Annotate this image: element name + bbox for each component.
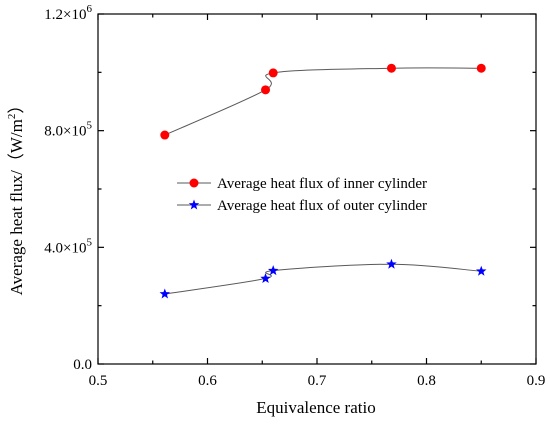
legend-marker-2	[188, 199, 200, 210]
x-axis-label: Equivalence ratio	[256, 398, 375, 417]
data-point-series-1	[386, 63, 396, 73]
data-point-series-2	[386, 258, 397, 269]
data-point-series-2	[260, 273, 271, 283]
legend-label-2: Average heat flux of outer cylinder	[217, 198, 427, 214]
legend: Average heat flux of inner cylinder Avera…	[177, 176, 427, 214]
legend-label-1: Average heat flux of inner cylinder	[217, 176, 427, 192]
y-axis-label: Average heat flux/（W/m2）	[6, 97, 26, 296]
x-tick-label: 0.8	[417, 373, 436, 389]
y-tick-label: 8.0×105	[44, 120, 92, 140]
axes: 0.5 0.6 0.7 0.8 0.9 0.0 4.0×105 8.0×105 1.2×106	[44, 3, 545, 389]
data-point-series-1	[268, 68, 278, 78]
series-line-1	[164, 67, 482, 136]
legend-marker-1	[189, 178, 199, 188]
data-point-series-2	[159, 288, 171, 299]
x-tick-label: 0.6	[198, 373, 217, 389]
data-point-series-2	[267, 265, 279, 276]
x-tick-label: 0.7	[308, 373, 327, 389]
y-tick-label: 4.0×105	[44, 236, 92, 256]
y-tick-label: 1.2×106	[44, 3, 92, 23]
y-tick-label: 0.0	[73, 357, 92, 373]
data-point-series-2	[476, 265, 487, 276]
x-tick-label: 0.9	[527, 373, 546, 389]
data-point-series-1	[261, 85, 271, 95]
x-tick-label: 0.5	[89, 373, 108, 389]
series-line-2	[164, 263, 482, 295]
series-layer	[159, 63, 487, 299]
data-point-series-1	[160, 130, 170, 140]
data-point-series-1	[476, 63, 486, 73]
